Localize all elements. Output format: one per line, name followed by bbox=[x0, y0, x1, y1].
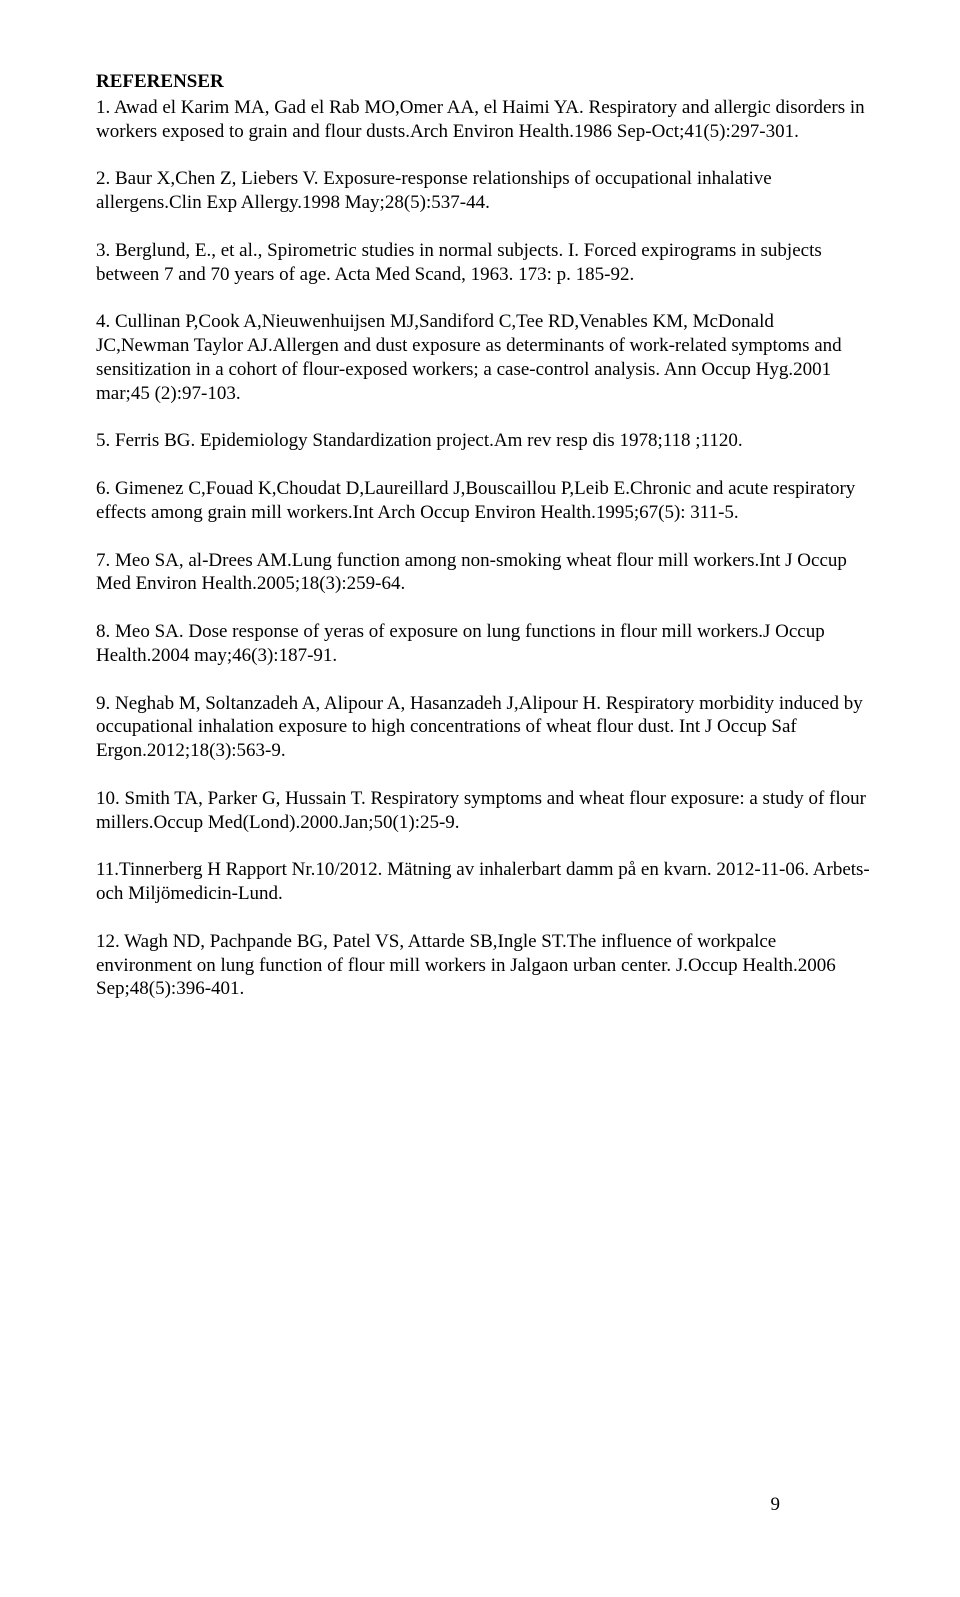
reference-item: 7. Meo SA, al-Drees AM.Lung function amo… bbox=[96, 549, 870, 597]
reference-item: 11.Tinnerberg H Rapport Nr.10/2012. Mätn… bbox=[96, 858, 870, 906]
reference-item: 3. Berglund, E., et al., Spirometric stu… bbox=[96, 239, 870, 287]
reference-item: 12. Wagh ND, Pachpande BG, Patel VS, Att… bbox=[96, 930, 870, 1001]
reference-item: 2. Baur X,Chen Z, Liebers V. Exposure-re… bbox=[96, 167, 870, 215]
reference-item: 10. Smith TA, Parker G, Hussain T. Respi… bbox=[96, 787, 870, 835]
section-heading: REFERENSER bbox=[96, 70, 870, 94]
reference-item: 8. Meo SA. Dose response of yeras of exp… bbox=[96, 620, 870, 668]
reference-item: 4. Cullinan P,Cook A,Nieuwenhuijsen MJ,S… bbox=[96, 310, 870, 405]
page-number: 9 bbox=[771, 1493, 781, 1517]
reference-item: 9. Neghab M, Soltanzadeh A, Alipour A, H… bbox=[96, 692, 870, 763]
reference-item: 6. Gimenez C,Fouad K,Choudat D,Laureilla… bbox=[96, 477, 870, 525]
reference-item: 1. Awad el Karim MA, Gad el Rab MO,Omer … bbox=[96, 96, 870, 144]
reference-item: 5. Ferris BG. Epidemiology Standardizati… bbox=[96, 429, 870, 453]
